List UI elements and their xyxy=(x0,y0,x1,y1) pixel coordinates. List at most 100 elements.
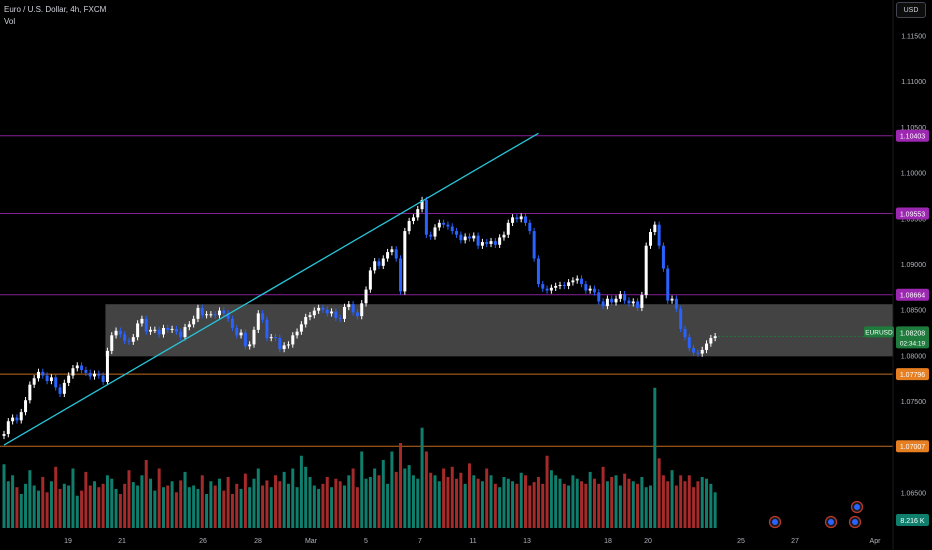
symbol-tag-bg xyxy=(864,326,894,338)
volume-bar xyxy=(144,460,148,528)
volume-bar xyxy=(575,478,579,528)
economic-event-icons[interactable] xyxy=(768,500,864,529)
candle xyxy=(161,324,165,338)
volume-bar xyxy=(442,468,446,528)
volume-bar xyxy=(252,478,256,528)
volume-bar xyxy=(123,483,127,528)
volume-bar xyxy=(541,483,545,528)
candle xyxy=(243,329,247,350)
volume-bar xyxy=(28,470,32,528)
time-tick: 7 xyxy=(418,538,422,545)
candle-body xyxy=(347,304,351,307)
event-flag-center xyxy=(772,519,778,525)
candle xyxy=(196,304,200,323)
volume-bar xyxy=(274,475,278,528)
price-badge: 1.08664 xyxy=(896,288,929,301)
candle xyxy=(657,221,661,249)
candle xyxy=(502,231,506,241)
candle-body xyxy=(386,252,390,259)
candle xyxy=(670,295,674,304)
candle xyxy=(377,258,381,270)
candle-body xyxy=(304,317,308,325)
candle-body xyxy=(562,285,566,287)
candle-body xyxy=(183,327,187,338)
volume-bar xyxy=(713,492,717,528)
volume-bar xyxy=(584,483,588,528)
candle xyxy=(278,334,282,353)
candle xyxy=(200,304,204,319)
candle-body xyxy=(394,249,398,259)
candle-body xyxy=(705,343,709,350)
candle xyxy=(330,308,334,317)
candle xyxy=(386,248,390,262)
price-tick: 1.08500 xyxy=(901,308,926,315)
time-tick: 13 xyxy=(523,538,531,545)
candle-body xyxy=(584,284,588,291)
volume-bar xyxy=(2,464,6,528)
candle xyxy=(679,305,683,333)
candle-body xyxy=(200,307,204,316)
candle xyxy=(334,308,338,322)
volume-bar xyxy=(519,472,523,528)
candle xyxy=(571,277,575,286)
volume-bar xyxy=(88,485,92,528)
candle xyxy=(41,368,45,379)
candle-body xyxy=(545,288,549,291)
candle xyxy=(545,285,549,294)
volume-indicator-label[interactable]: Vol xyxy=(4,17,16,26)
currency-button[interactable]: USD xyxy=(896,2,926,18)
candle-body xyxy=(49,377,53,382)
price-badge-text: 1.08664 xyxy=(900,293,925,300)
price-axis[interactable]: 1.11500 1.11000 1.10500 1.10000 1.09500 1.090… xyxy=(901,33,926,497)
candle-body xyxy=(274,337,278,339)
candle-body xyxy=(265,319,269,339)
volume-badge: 8.216 K xyxy=(896,514,929,526)
candle-body xyxy=(140,318,144,324)
time-tick: Apr xyxy=(870,538,882,545)
volume-bar xyxy=(325,477,329,528)
volume-bar xyxy=(157,468,161,528)
candle-body xyxy=(342,306,346,319)
candle xyxy=(131,333,135,345)
volume-bar xyxy=(489,475,493,528)
volume-bar xyxy=(183,471,187,528)
candle xyxy=(105,347,109,386)
candle xyxy=(597,289,601,305)
candle-body xyxy=(67,375,71,383)
volume-bar xyxy=(179,480,183,528)
current-price-bg xyxy=(896,326,929,349)
chart-header: Euro / U.S. Dollar, 4h, FXCM Vol xyxy=(4,4,106,28)
volume-bar xyxy=(696,481,700,528)
price-badge-text: 1.07796 xyxy=(900,372,925,379)
candle xyxy=(373,258,377,274)
candle xyxy=(476,232,480,249)
candle xyxy=(75,362,79,372)
time-tick: 19 xyxy=(64,538,72,545)
trendline[interactable] xyxy=(3,132,539,446)
volume-bar xyxy=(153,490,157,528)
volume-bar xyxy=(446,477,450,528)
volume-bar xyxy=(97,487,101,528)
price-badge-bg xyxy=(896,288,929,301)
volume-bar xyxy=(459,472,463,528)
price-tick: 1.06500 xyxy=(901,491,926,498)
candle xyxy=(532,227,536,262)
candle xyxy=(407,217,411,235)
candle xyxy=(467,233,471,242)
volume-bar xyxy=(377,475,381,528)
candle xyxy=(123,331,127,344)
volume-bar xyxy=(136,485,140,528)
volume-bar xyxy=(700,477,704,528)
time-tick: 5 xyxy=(364,538,368,545)
price-badge-text: 1.07007 xyxy=(900,444,925,451)
price-badge: 1.10403 xyxy=(896,129,929,142)
candle xyxy=(84,366,88,376)
volume-bar xyxy=(528,485,532,528)
volume-bar xyxy=(666,481,670,528)
volume-bar xyxy=(437,481,441,528)
volume-bar xyxy=(213,485,217,528)
candle-body xyxy=(213,314,217,316)
time-axis[interactable]: 19 21 26 28 Mar 5 7 11 13 18 20 25 27 Apr xyxy=(64,538,881,545)
volume-bar xyxy=(166,485,170,528)
